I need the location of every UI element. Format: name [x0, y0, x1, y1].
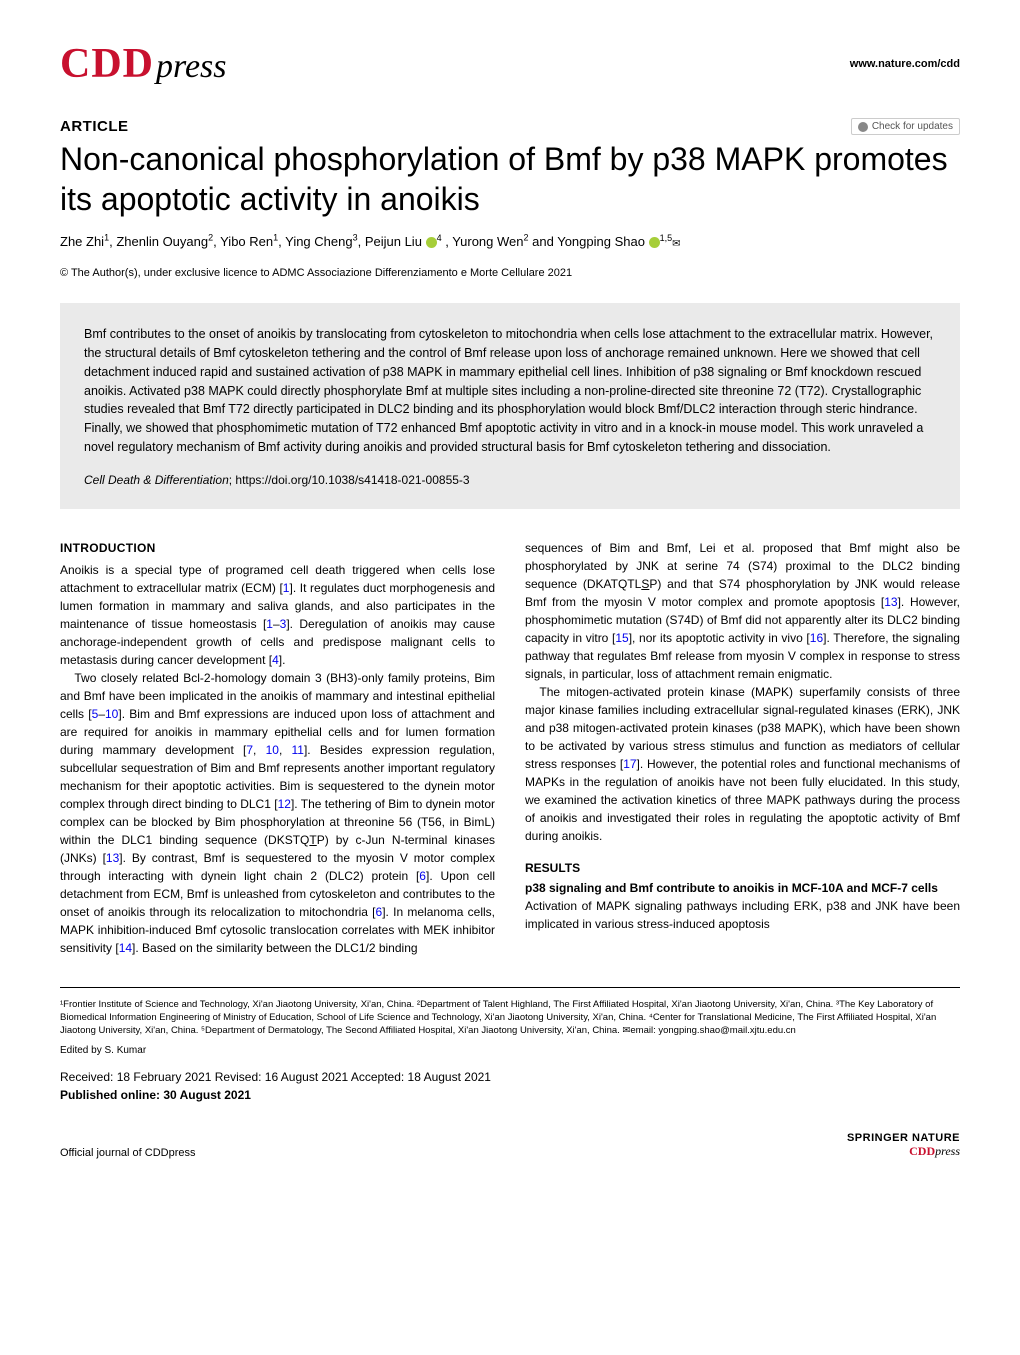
author-aff-4: 4 — [437, 233, 442, 243]
ref-link[interactable]: 3 — [280, 617, 287, 631]
published-online: Published online: 30 August 2021 — [60, 1088, 960, 1102]
ref-link[interactable]: 10 — [105, 707, 118, 721]
copyright-line: © The Author(s), under exclusive licence… — [60, 267, 960, 279]
authors-part1: Zhe Zhi1, Zhenlin Ouyang2, Yibo Ren1, Yi… — [60, 234, 422, 249]
results-heading: RESULTS — [525, 859, 960, 877]
article-type-label: ARTICLE — [60, 118, 960, 135]
ref-link[interactable]: 5 — [92, 707, 99, 721]
article-title: Non-canonical phosphorylation of Bmf by … — [60, 139, 960, 219]
ref-link[interactable]: 6 — [376, 905, 383, 919]
results-subheading: p38 signaling and Bmf contribute to anoi… — [525, 879, 960, 897]
intro-paragraph-3: sequences of Bim and Bmf, Lei et al. pro… — [525, 539, 960, 683]
column-left: INTRODUCTION Anoikis is a special type o… — [60, 539, 495, 957]
journal-logo: CDD press — [60, 40, 227, 88]
footer-cdd: CDD — [909, 1144, 935, 1158]
footer-press: press — [935, 1144, 960, 1158]
affiliations: ¹Frontier Institute of Science and Techn… — [60, 987, 960, 1038]
body-columns: INTRODUCTION Anoikis is a special type o… — [60, 539, 960, 957]
ref-link[interactable]: 4 — [272, 653, 279, 667]
ref-link[interactable]: 13 — [884, 595, 897, 609]
orcid-icon[interactable] — [426, 237, 437, 248]
page-footer: Official journal of CDDpress SPRINGER NA… — [60, 1132, 960, 1159]
footer-publisher: SPRINGER NATURE CDDpress — [847, 1132, 960, 1159]
check-updates-label: Check for updates — [872, 121, 953, 132]
ref-link[interactable]: 13 — [106, 851, 119, 865]
ref-link[interactable]: 1 — [283, 581, 290, 595]
ref-link[interactable]: 11 — [292, 743, 304, 757]
ref-link[interactable]: 14 — [119, 941, 132, 955]
journal-name: Cell Death & Differentiation — [84, 473, 229, 487]
logo-press-text: press — [156, 48, 227, 86]
ref-link[interactable]: 7 — [246, 743, 253, 757]
ref-link[interactable]: 10 — [266, 743, 279, 757]
ref-link[interactable]: 16 — [810, 631, 823, 645]
column-right: sequences of Bim and Bmf, Lei et al. pro… — [525, 539, 960, 957]
ref-link[interactable]: 17 — [623, 757, 636, 771]
journal-url[interactable]: www.nature.com/cdd — [850, 58, 960, 70]
abstract-text: Bmf contributes to the onset of anoikis … — [84, 325, 936, 456]
check-updates-button[interactable]: Check for updates — [851, 118, 960, 135]
introduction-heading: INTRODUCTION — [60, 539, 495, 557]
author-aff-15: 1,5 — [660, 233, 673, 243]
footer-journal-info: Official journal of CDDpress — [60, 1147, 196, 1159]
article-dates: Received: 18 February 2021 Revised: 16 A… — [60, 1070, 960, 1084]
corresponding-author-icon: ✉ — [672, 238, 680, 249]
intro-paragraph-1: Anoikis is a special type of programed c… — [60, 561, 495, 669]
cddpress-footer-logo: CDDpress — [847, 1144, 960, 1159]
doi-line: Cell Death & Differentiation; https://do… — [84, 473, 936, 487]
springer-nature-logo: SPRINGER NATURE — [847, 1132, 960, 1144]
doi-url[interactable]: ; https://doi.org/10.1038/s41418-021-008… — [229, 473, 470, 487]
abstract-box: Bmf contributes to the onset of anoikis … — [60, 303, 960, 508]
ref-link[interactable]: 12 — [278, 797, 291, 811]
ref-link[interactable]: 1 — [266, 617, 273, 631]
results-paragraph-1: Activation of MAPK signaling pathways in… — [525, 897, 960, 933]
ref-link[interactable]: 15 — [615, 631, 628, 645]
page-header: CDD press www.nature.com/cdd — [60, 40, 960, 88]
logo-cdd-text: CDD — [60, 40, 154, 88]
intro-paragraph-4: The mitogen-activated protein kinase (MA… — [525, 683, 960, 845]
authors-part2: , Yurong Wen2 and Yongping Shao — [445, 234, 645, 249]
edited-by: Edited by S. Kumar — [60, 1045, 960, 1056]
intro-paragraph-2: Two closely related Bcl-2-homology domai… — [60, 669, 495, 957]
check-updates-icon — [858, 122, 868, 132]
orcid-icon[interactable] — [649, 237, 660, 248]
ref-link[interactable]: 6 — [419, 869, 426, 883]
author-list: Zhe Zhi1, Zhenlin Ouyang2, Yibo Ren1, Yi… — [60, 233, 960, 249]
